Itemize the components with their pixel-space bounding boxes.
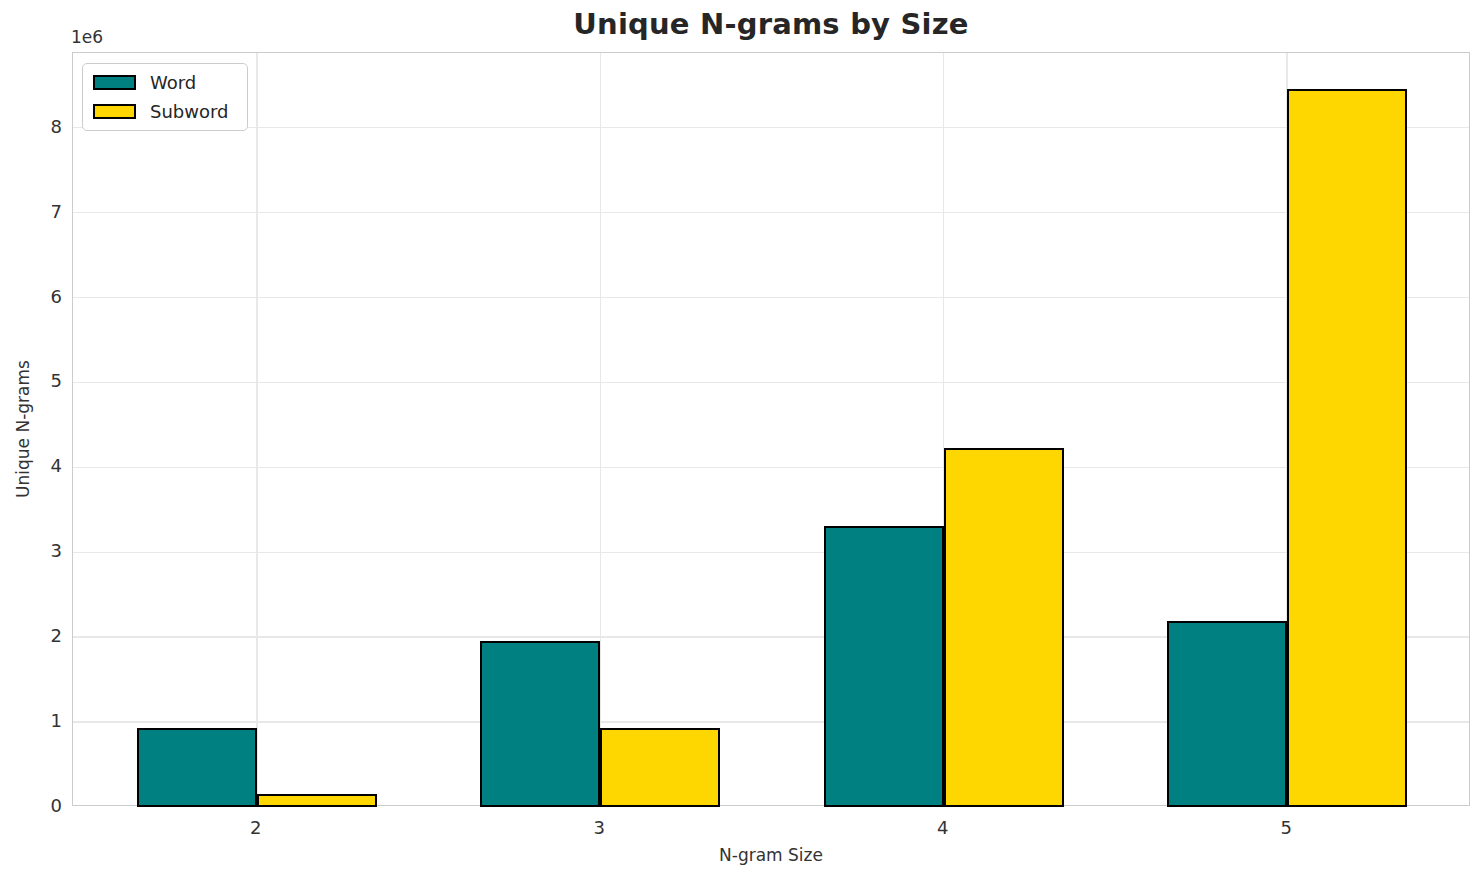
y-tick-label: 5 — [0, 370, 62, 392]
y-tick-label: 3 — [0, 540, 62, 562]
y-tick-label: 2 — [0, 625, 62, 647]
x-tick-label: 5 — [1246, 816, 1326, 840]
bar-subword-5 — [1287, 89, 1407, 807]
x-gridline — [256, 53, 258, 805]
bar-subword-2 — [257, 794, 377, 807]
y-gridline — [73, 467, 1469, 469]
bar-subword-4 — [944, 448, 1064, 807]
y-tick-label: 6 — [0, 286, 62, 308]
bar-subword-3 — [600, 728, 720, 807]
y-gridline — [73, 297, 1469, 299]
y-tick-label: 4 — [0, 455, 62, 477]
y-tick-label: 1 — [0, 710, 62, 732]
y-tick-label: 8 — [0, 116, 62, 138]
bar-word-4 — [824, 526, 944, 807]
legend-label-subword: Subword — [150, 101, 229, 122]
x-tick-label: 2 — [216, 816, 296, 840]
figure: Unique N-grams by Size 1e6 Unique N-gram… — [0, 0, 1484, 885]
bar-word-2 — [137, 728, 257, 807]
legend-item-word: Word — [93, 72, 229, 93]
y-tick-label: 7 — [0, 201, 62, 223]
y-gridline — [73, 382, 1469, 384]
bar-word-5 — [1167, 621, 1287, 807]
y-gridline — [73, 127, 1469, 129]
bar-word-3 — [480, 641, 600, 807]
y-tick-label: 0 — [0, 795, 62, 817]
plot-area — [72, 52, 1470, 806]
x-axis-label: N-gram Size — [72, 845, 1470, 865]
legend: Word Subword — [82, 63, 248, 131]
legend-item-subword: Subword — [93, 101, 229, 122]
chart-title: Unique N-grams by Size — [72, 7, 1470, 41]
word-series-swatch — [93, 75, 136, 90]
subword-series-swatch — [93, 104, 136, 119]
legend-label-word: Word — [150, 72, 196, 93]
y-gridline — [73, 552, 1469, 554]
y-axis-offset-text: 1e6 — [71, 27, 103, 47]
x-tick-label: 4 — [903, 816, 983, 840]
x-tick-label: 3 — [559, 816, 639, 840]
y-gridline — [73, 212, 1469, 214]
